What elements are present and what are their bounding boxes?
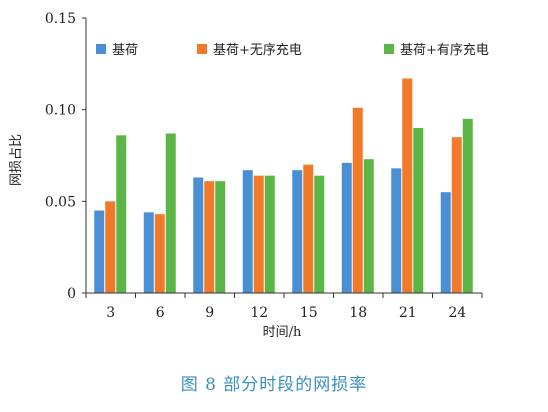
y-axis-title: 网损占比 bbox=[9, 134, 24, 186]
bars-group bbox=[94, 78, 473, 293]
legend-swatch bbox=[384, 44, 394, 54]
bar-3-6 bbox=[165, 133, 176, 293]
bar-3-12 bbox=[264, 175, 275, 293]
legend-swatch bbox=[197, 44, 207, 54]
bar-3-21 bbox=[413, 128, 424, 293]
bar-1-6 bbox=[143, 212, 154, 293]
legend: 基荷 基荷+无序充电 基荷+有序充电 bbox=[96, 42, 489, 58]
bar-2-3 bbox=[105, 201, 116, 293]
bar-2-18 bbox=[352, 107, 363, 293]
bar-1-3 bbox=[94, 210, 105, 293]
bar-3-24 bbox=[462, 118, 473, 293]
x-tick-label: 6 bbox=[156, 305, 165, 321]
bar-2-12 bbox=[253, 175, 264, 293]
bar-3-3 bbox=[116, 135, 127, 293]
axes-group: 0 0.05 0.10 0.15 3 6 9 12 15 18 21 24 bbox=[45, 11, 483, 321]
bar-2-6 bbox=[154, 214, 165, 293]
bar-2-15 bbox=[303, 164, 314, 293]
bar-1-18 bbox=[341, 162, 352, 293]
y-tick-label: 0.10 bbox=[45, 103, 76, 119]
bar-2-21 bbox=[402, 78, 413, 293]
y-tick-label: 0.15 bbox=[45, 11, 76, 27]
bar-1-21 bbox=[391, 168, 402, 293]
bar-3-9 bbox=[215, 181, 226, 293]
legend-label: 基荷+无序充电 bbox=[213, 42, 302, 58]
x-tick-label: 12 bbox=[250, 305, 268, 321]
x-axis-title: 时间/h bbox=[263, 325, 302, 340]
x-tick-label: 18 bbox=[349, 305, 367, 321]
x-tick-label: 24 bbox=[448, 305, 466, 321]
bar-1-24 bbox=[440, 192, 451, 293]
bar-3-15 bbox=[314, 175, 325, 293]
bar-3-18 bbox=[363, 159, 374, 293]
x-tick-label: 3 bbox=[106, 305, 115, 321]
figure-caption: 图 8 部分时段的网损率 bbox=[180, 375, 368, 395]
x-tick-label: 21 bbox=[399, 305, 417, 321]
bar-2-24 bbox=[451, 137, 462, 293]
y-tick-label: 0.05 bbox=[45, 194, 76, 210]
bar-2-9 bbox=[204, 181, 215, 293]
bar-1-15 bbox=[292, 170, 303, 293]
legend-label: 基荷 bbox=[112, 43, 138, 58]
legend-swatch bbox=[96, 44, 106, 54]
bar-1-9 bbox=[193, 177, 204, 293]
x-tick-label: 9 bbox=[205, 305, 214, 321]
legend-label: 基荷+有序充电 bbox=[400, 42, 489, 58]
bar-1-12 bbox=[242, 170, 253, 293]
x-tick-label: 15 bbox=[300, 305, 318, 321]
y-tick-label: 0 bbox=[67, 286, 76, 302]
